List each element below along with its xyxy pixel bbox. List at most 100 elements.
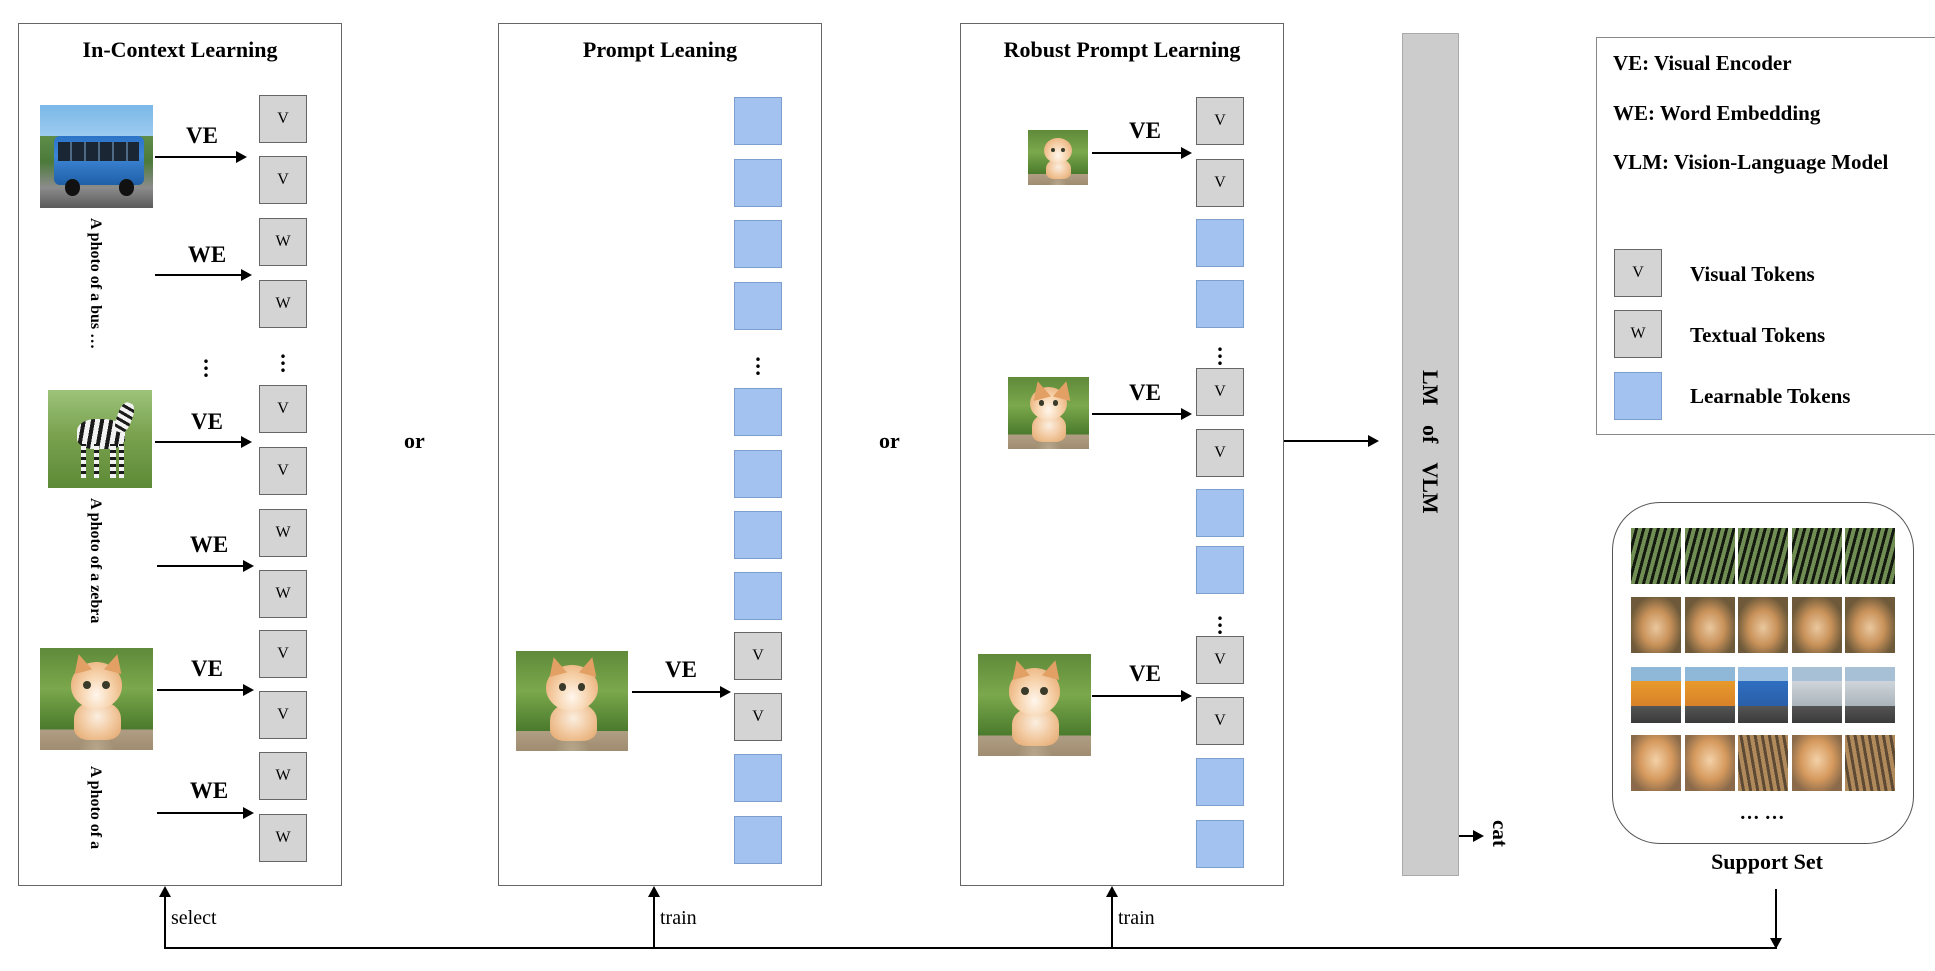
support-dog-thumb xyxy=(1685,597,1735,653)
prompt-learnable-token xyxy=(734,511,782,559)
legend-visual-tokens: Visual Tokens xyxy=(1690,262,1815,286)
support-cat-thumb xyxy=(1631,735,1681,791)
support-bus-thumb xyxy=(1631,667,1681,723)
robust-learnable-token xyxy=(1196,546,1244,594)
icl-caption-zebra: A photo of a zebra xyxy=(87,498,104,624)
prompt-ve-label: VE xyxy=(665,657,697,682)
legend-vlm: VLM: Vision-Language Model xyxy=(1613,150,1889,174)
legend-we: WE: Word Embedding xyxy=(1613,101,1821,125)
feedback-bottom-line xyxy=(164,947,1777,949)
robust-learnable-token xyxy=(1196,280,1244,328)
cat-image xyxy=(40,648,153,750)
train-arrow-2 xyxy=(1106,886,1118,949)
to-vlm-arrow xyxy=(1284,435,1379,447)
robust-learnable-token xyxy=(1196,219,1244,267)
prompt-dots: ... xyxy=(755,341,761,380)
icl-textual-token: W xyxy=(259,752,307,800)
support-bus-thumb xyxy=(1685,667,1735,723)
legend-visual-token-icon: V xyxy=(1614,249,1662,297)
support-bus-thumb xyxy=(1845,667,1895,723)
support-zebra-thumb xyxy=(1845,528,1895,584)
support-cat-thumb xyxy=(1685,735,1735,791)
robust-visual-token: V xyxy=(1196,368,1244,416)
icl-visual-token: V xyxy=(259,691,307,739)
icl-visual-token: V xyxy=(259,156,307,204)
legend-textual-tokens: Textual Tokens xyxy=(1690,323,1826,347)
icl-arrow-3 xyxy=(155,436,252,448)
legend-box xyxy=(1596,37,1935,435)
support-ellipsis: … … xyxy=(1739,802,1785,824)
prompt-learnable-token xyxy=(734,159,782,207)
prompt-learnable-token xyxy=(734,572,782,620)
icl-visual-token: V xyxy=(259,630,307,678)
icl-textual-token: W xyxy=(259,509,307,557)
robust-dots-1: ... xyxy=(1217,331,1223,370)
legend-learnable-token-icon xyxy=(1614,372,1662,420)
robust-visual-token: V xyxy=(1196,429,1244,477)
zebra-image xyxy=(48,390,152,488)
train-label-2: train xyxy=(1118,907,1155,929)
support-dog-thumb xyxy=(1845,597,1895,653)
support-zebra-thumb xyxy=(1631,528,1681,584)
support-down-arrow xyxy=(1770,889,1782,949)
robust-cat-image-medium xyxy=(1008,377,1089,449)
train-label-1: train xyxy=(660,907,697,929)
prompt-learnable-token xyxy=(734,282,782,330)
icl-visual-token: V xyxy=(259,95,307,143)
or-connector-1: or xyxy=(404,428,425,453)
train-arrow-1 xyxy=(648,886,660,949)
support-set-label: Support Set xyxy=(1711,849,1823,874)
prompt-learnable-token xyxy=(734,388,782,436)
icl-token-dots: ... xyxy=(280,338,286,377)
robust-title: Robust Prompt Learning xyxy=(1003,37,1241,62)
robust-dots-2: ... xyxy=(1217,600,1223,639)
icl-visual-token: V xyxy=(259,385,307,433)
robust-ve-label-1: VE xyxy=(1129,118,1161,143)
icl-textual-token: W xyxy=(259,570,307,618)
vlm-output-label: cat xyxy=(1488,820,1512,847)
prompt-learnable-token xyxy=(734,754,782,802)
support-cat-thumb xyxy=(1738,735,1788,791)
robust-cat-image-small xyxy=(1028,130,1088,185)
icl-textual-token: W xyxy=(259,814,307,862)
support-dog-thumb xyxy=(1792,597,1842,653)
support-zebra-thumb xyxy=(1792,528,1842,584)
select-arrow xyxy=(159,886,171,949)
robust-visual-token: V xyxy=(1196,697,1244,745)
robust-visual-token: V xyxy=(1196,97,1244,145)
prompt-cat-image xyxy=(516,651,628,751)
icl-ve-label-3: VE xyxy=(191,656,223,681)
legend-textual-token-icon: W xyxy=(1614,310,1662,358)
prompt-learnable-token xyxy=(734,97,782,145)
icl-title: In-Context Learning xyxy=(82,37,278,62)
select-label: select xyxy=(171,907,217,929)
icl-arrow-2 xyxy=(155,269,252,281)
robust-visual-token: V xyxy=(1196,159,1244,207)
icl-arrow-1 xyxy=(155,151,247,163)
robust-ve-label-3: VE xyxy=(1129,661,1161,686)
icl-ve-label-2: VE xyxy=(191,409,223,434)
support-zebra-thumb xyxy=(1685,528,1735,584)
robust-ve-label-2: VE xyxy=(1129,380,1161,405)
icl-we-label-1: WE xyxy=(187,242,227,267)
vlm-bar-label: LM of VLM xyxy=(1418,370,1443,514)
icl-arrow-6 xyxy=(157,807,254,819)
legend-ve: VE: Visual Encoder xyxy=(1613,51,1792,75)
icl-we-label-2: WE xyxy=(189,532,229,557)
support-bus-thumb xyxy=(1738,667,1788,723)
prompt-learnable-token xyxy=(734,450,782,498)
icl-we-label-3: WE xyxy=(189,778,229,803)
icl-textual-token: W xyxy=(259,280,307,328)
support-dog-thumb xyxy=(1631,597,1681,653)
icl-ve-label-1: VE xyxy=(186,123,218,148)
robust-arrow-1 xyxy=(1092,147,1192,159)
icl-caption-query: A photo of a xyxy=(87,766,104,850)
icl-arrow-5 xyxy=(157,684,254,696)
prompt-arrow xyxy=(632,686,731,698)
robust-arrow-2 xyxy=(1092,408,1192,420)
robust-learnable-token xyxy=(1196,758,1244,806)
robust-learnable-token xyxy=(1196,489,1244,537)
icl-dots: ... xyxy=(203,343,209,382)
or-connector-2: or xyxy=(879,428,900,453)
icl-caption-bus: A photo of a bus … xyxy=(87,218,104,350)
